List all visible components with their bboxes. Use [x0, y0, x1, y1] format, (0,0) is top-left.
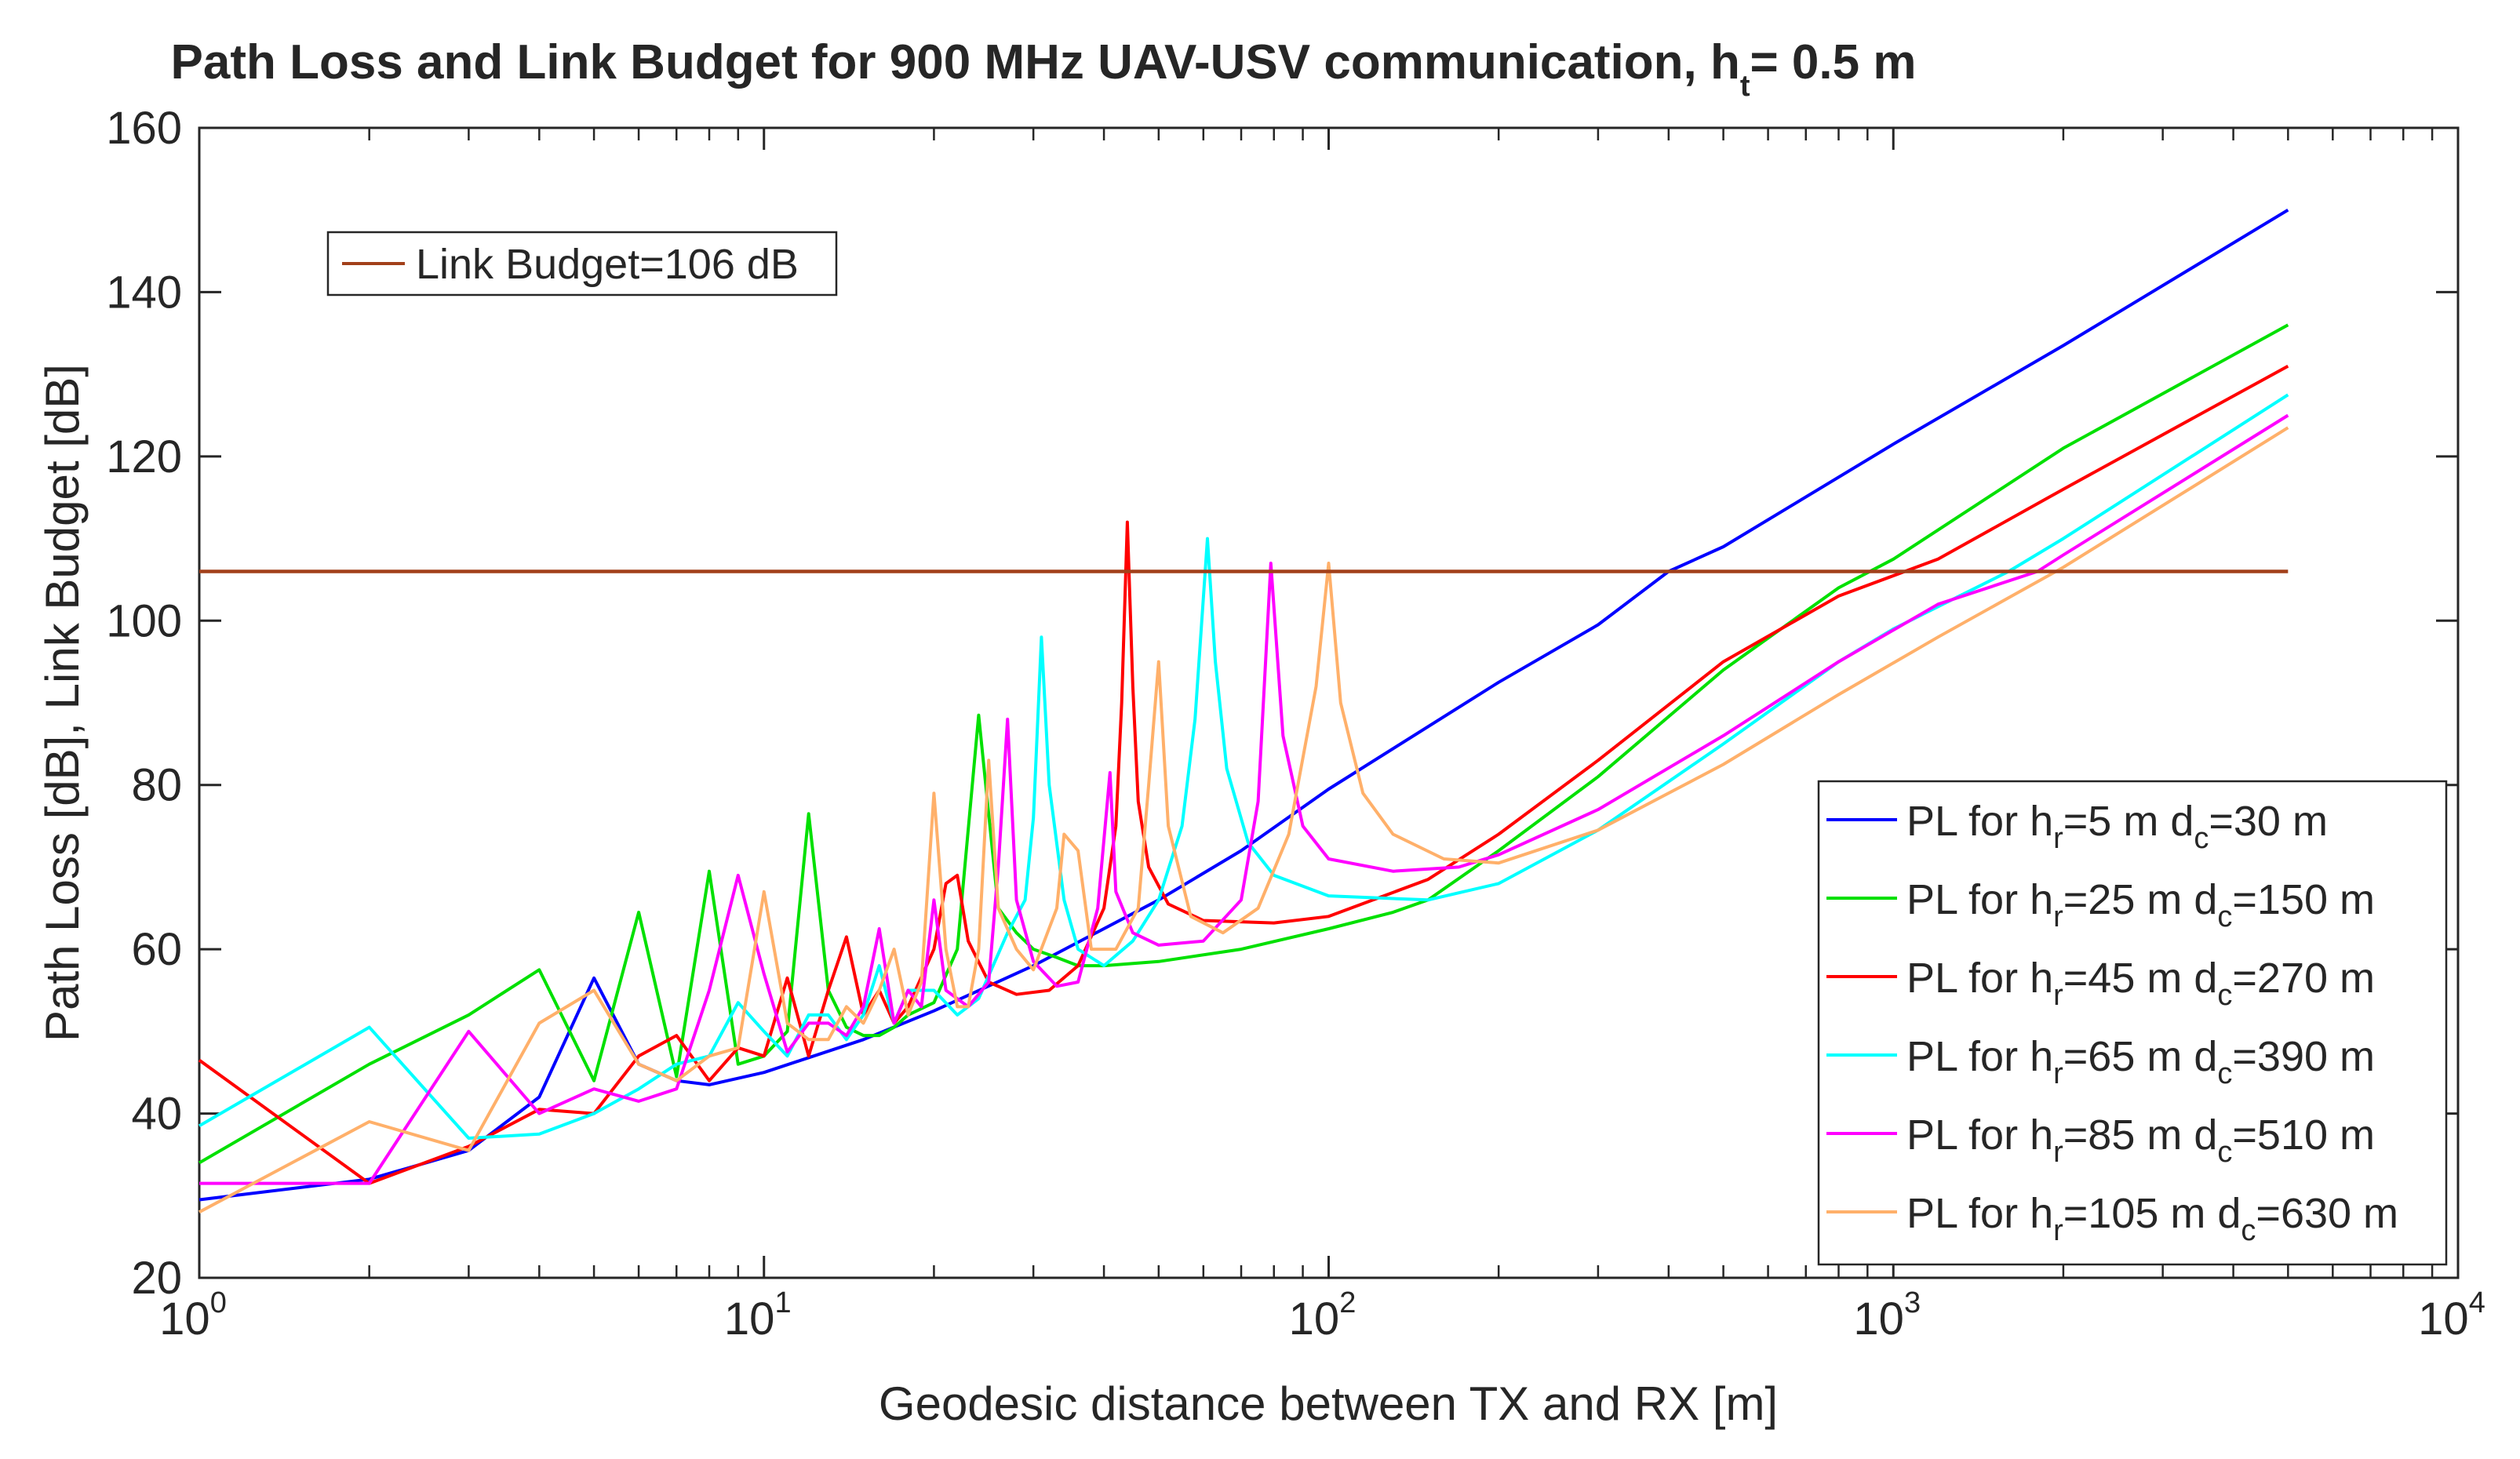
- x-tick-label: 104: [2418, 1286, 2485, 1344]
- link-budget-legend: Link Budget=106 dB: [326, 231, 838, 297]
- y-tick-label: 80: [131, 760, 182, 811]
- y-tick-label: 100: [106, 595, 182, 646]
- x-tick-label: 101: [724, 1286, 792, 1344]
- chart-title-sub: t: [1740, 70, 1750, 103]
- y-tick-label: 140: [106, 267, 182, 318]
- link-budget-legend-box: [326, 231, 838, 297]
- chart-title-suffix: = 0.5 m: [1750, 35, 1916, 89]
- series-legend: PL for hr=5 m dc=30 m PL for hr=25 m dc=1…: [1817, 780, 2448, 1266]
- y-tick-label: 120: [106, 431, 182, 482]
- x-tick-label: 103: [1853, 1286, 1921, 1344]
- ticks-layer: 20 40 60 80 100 120 140 160 100 101 102 103 104: [106, 103, 2485, 1344]
- x-tick-label: 100: [159, 1286, 227, 1344]
- y-tick-label: 20: [131, 1253, 182, 1304]
- series-line-2: [198, 323, 2289, 1165]
- link-budget-legend-label: Link Budget=106 dB: [416, 241, 799, 288]
- x-axis-label: Geodesic distance between TX and RX [m]: [879, 1377, 1778, 1430]
- y-axis-label: Path Loss [dB], Link Budget [dB]: [36, 364, 89, 1042]
- y-tick-label: 160: [106, 103, 182, 154]
- series-line-5: [199, 413, 2289, 1185]
- y-tick-label: 60: [131, 924, 182, 975]
- lines-layer: [198, 208, 2289, 1213]
- chart-title-main: Path Loss and Link Budget for 900 MHz UA…: [171, 35, 1740, 89]
- x-tick-label: 102: [1289, 1286, 1357, 1344]
- series-line-6: [198, 426, 2289, 1213]
- legend-label-6: PL for hr=105 m dc=630 m: [1906, 1190, 2398, 1247]
- legend-label-4: PL for hr=65 m dc=390 m: [1906, 1033, 2375, 1090]
- legend-label-2: PL for hr=25 m dc=150 m: [1906, 876, 2375, 933]
- legend-label-1: PL for hr=5 m dc=30 m: [1906, 798, 2328, 855]
- legend-label-3: PL for hr=45 m dc=270 m: [1906, 955, 2375, 1012]
- y-tick-label: 40: [131, 1089, 182, 1140]
- chart-title: Path Loss and Link Budget for 900 MHz UA…: [171, 35, 1917, 103]
- series-legend-box: [1817, 780, 2448, 1266]
- legend-label-5: PL for hr=85 m dc=510 m: [1906, 1112, 2375, 1169]
- series-line-4: [198, 393, 2289, 1140]
